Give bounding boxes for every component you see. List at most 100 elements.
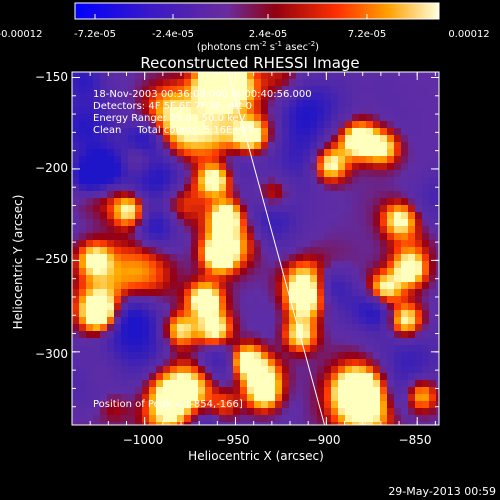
heatmap-cell [247,170,255,178]
heatmap-cell [436,121,439,129]
heatmap-cell [324,93,332,101]
heatmap-cell [247,128,255,136]
heatmap-cell [93,324,101,332]
heatmap-cell [177,275,185,283]
heatmap-cell [422,128,430,136]
heatmap-cell [408,247,416,255]
heatmap-cell [436,289,439,297]
heatmap-cell [163,254,171,262]
heatmap-cell [114,212,122,220]
heatmap-cell [366,317,374,325]
heatmap-cell [436,352,439,360]
heatmap-cell [394,380,402,388]
heatmap-cell [408,408,416,416]
heatmap-cell [233,422,241,425]
heatmap-cell [366,254,374,262]
heatmap-cell [86,100,94,108]
heatmap-cell [296,359,304,367]
heatmap-cell [142,93,150,101]
heatmap-cell [359,226,367,234]
heatmap-cell [268,156,276,164]
heatmap-cell [254,240,262,248]
heatmap-cell [387,373,395,381]
heatmap-cell [219,233,227,241]
heatmap-cell [254,233,262,241]
heatmap-cell [205,212,213,220]
heatmap-cell [331,338,339,346]
heatmap-cell [177,338,185,346]
heatmap-cell [310,170,318,178]
heatmap-cell [121,219,129,227]
heatmap-cell [198,156,206,164]
heatmap-cell [289,289,297,297]
heatmap-cell [436,135,439,143]
heatmap-cell [422,149,430,157]
heatmap-cell [415,387,423,395]
heatmap-cell [345,345,353,353]
heatmap-cell [345,317,353,325]
heatmap-cell [436,310,439,318]
heatmap-cell [247,331,255,339]
heatmap-cell [128,338,136,346]
heatmap-cell [163,135,171,143]
heatmap-cell [107,261,115,269]
heatmap-cell [135,177,143,185]
heatmap-cell [345,401,353,409]
heatmap-cell [226,289,234,297]
heatmap-cell [275,233,283,241]
heatmap-cell [373,191,381,199]
heatmap-cell [261,289,269,297]
heatmap-cell [345,212,353,220]
heatmap-cell [254,170,262,178]
heatmap-cell [128,394,136,402]
heatmap-cell [156,93,164,101]
heatmap-cell [79,205,87,213]
heatmap-cell [156,156,164,164]
heatmap-cell [247,184,255,192]
heatmap-cell [394,394,402,402]
heatmap-cell [429,177,437,185]
heatmap-cell [303,142,311,150]
heatmap-cell [310,359,318,367]
heatmap-cell [100,296,108,304]
heatmap-cell [296,184,304,192]
heatmap-cell [415,100,423,108]
heatmap-cell [310,121,318,129]
heatmap-cell [121,184,129,192]
heatmap-cell [366,268,374,276]
heatmap-cell [268,331,276,339]
heatmap-cell [387,198,395,206]
heatmap-cell [394,135,402,143]
heatmap-cell [212,121,220,129]
heatmap-cell [275,324,283,332]
heatmap-cell [429,310,437,318]
colorbar-units: (photons cm-2 s-1 asec-2) [197,40,319,53]
heatmap-cell [317,296,325,304]
heatmap-cell [366,282,374,290]
heatmap-cell [107,93,115,101]
heatmap-cell [317,359,325,367]
heatmap-cell [163,163,171,171]
heatmap-cell [184,149,192,157]
heatmap-cell [156,79,164,87]
heatmap-cell [191,114,199,122]
heatmap-cell [226,191,234,199]
heatmap-cell [289,156,297,164]
heatmap-cell [401,422,409,425]
heatmap-cell [296,268,304,276]
heatmap-cell [163,338,171,346]
heatmap-cell [219,142,227,150]
heatmap-cell [219,226,227,234]
heatmap-cell [373,156,381,164]
heatmap-cell [268,352,276,360]
heatmap-cell [170,303,178,311]
heatmap-cell [226,394,234,402]
heatmap-cell [79,149,87,157]
heatmap-cell [429,352,437,360]
heatmap-cell [359,324,367,332]
heatmap-cell [114,114,122,122]
heatmap-cell [177,128,185,136]
heatmap-cell [359,359,367,367]
heatmap-cell [107,317,115,325]
heatmap-cell [296,72,304,80]
